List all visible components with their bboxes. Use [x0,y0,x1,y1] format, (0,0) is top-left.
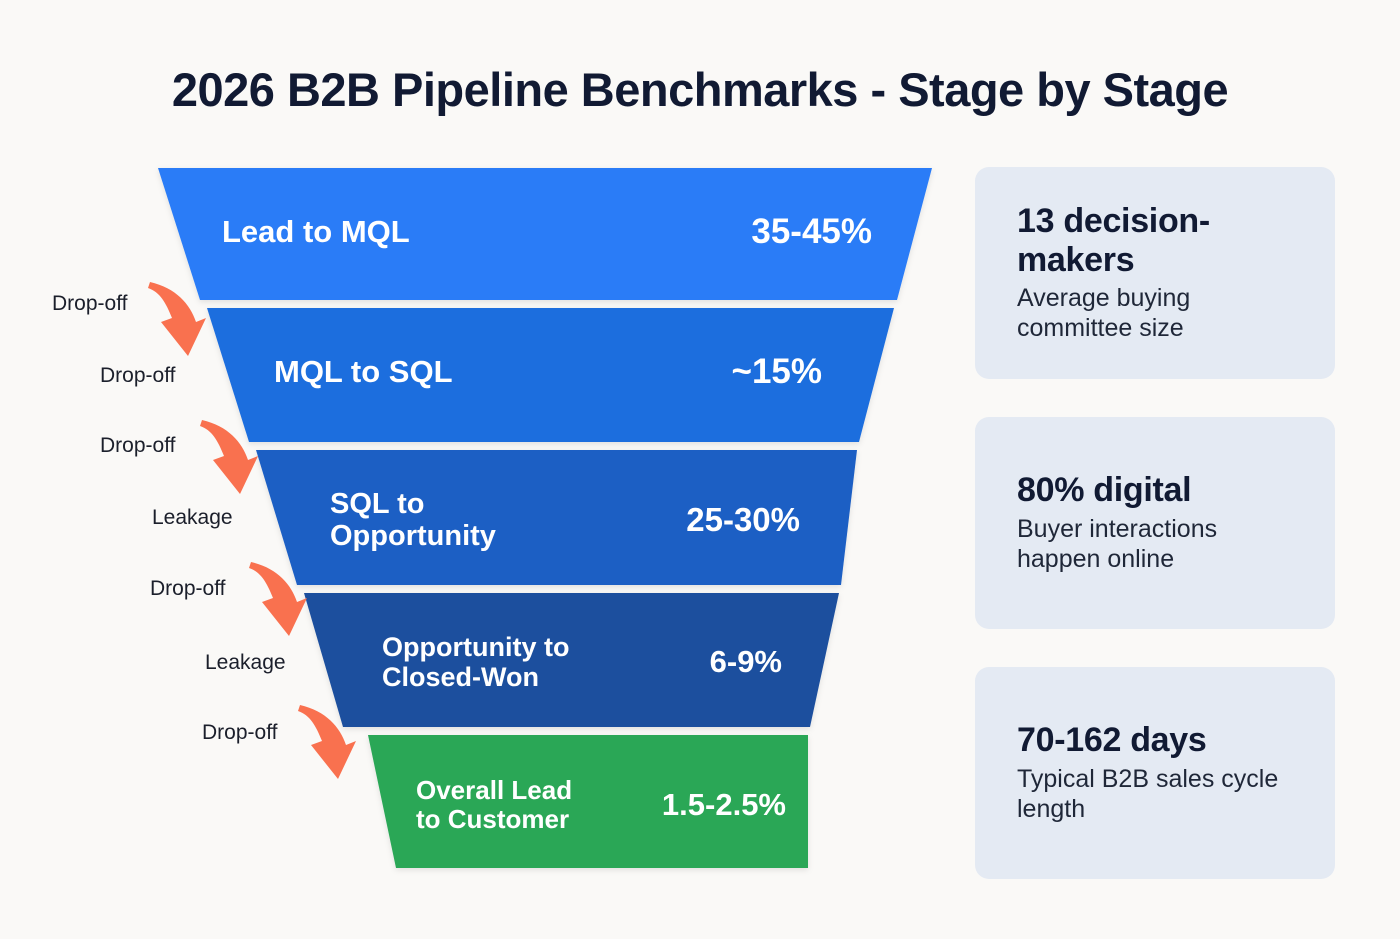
funnel-shapes [148,168,932,868]
funnel-segment-1 [158,168,932,300]
stat-card-1-desc: Average buying committee size [1017,283,1191,343]
dropoff-arrow-3 [249,562,307,636]
stat-card-3[interactable]: 70-162 days Typical B2B sales cycle leng… [975,667,1335,879]
dropoff-arrow-2 [200,420,258,494]
page-title: 2026 B2B Pipeline Benchmarks - Stage by … [171,63,1229,116]
stat-card-list: 13 decision-makers Average buying commit… [975,167,1335,917]
stat-card-2-desc: Buyer interactions happen online [1017,514,1218,574]
stat-card-2[interactable]: 80% digital Buyer interactions happen on… [975,417,1335,629]
funnel-chart: Lead to MQL 35-45% MQL to SQL ~15% SQL t… [52,168,932,868]
side-label-5: Drop-off [150,577,226,600]
side-label-6: Leakage [205,651,286,674]
stat-card-2-value: 80% digital [1017,471,1192,510]
stat-card-1[interactable]: 13 decision-makers Average buying commit… [975,167,1335,379]
side-label-3: Drop-off [100,434,176,457]
funnel-segment-3 [256,450,857,585]
funnel-segment-4 [304,593,839,727]
dropoff-arrow-1 [148,282,206,356]
stat-card-3-desc: Typical B2B sales cycle length [1017,764,1279,824]
side-label-2: Drop-off [100,364,176,387]
side-label-4: Leakage [152,506,233,529]
stat-card-3-value: 70-162 days [1017,721,1207,760]
stat-card-1-value: 13 decision-makers [1017,202,1210,279]
funnel-segment-2 [207,308,894,442]
dropoff-arrow-4 [298,705,356,779]
funnel-segment-5 [368,735,808,868]
side-label-7: Drop-off [202,721,278,744]
side-label-1: Drop-off [52,292,128,315]
